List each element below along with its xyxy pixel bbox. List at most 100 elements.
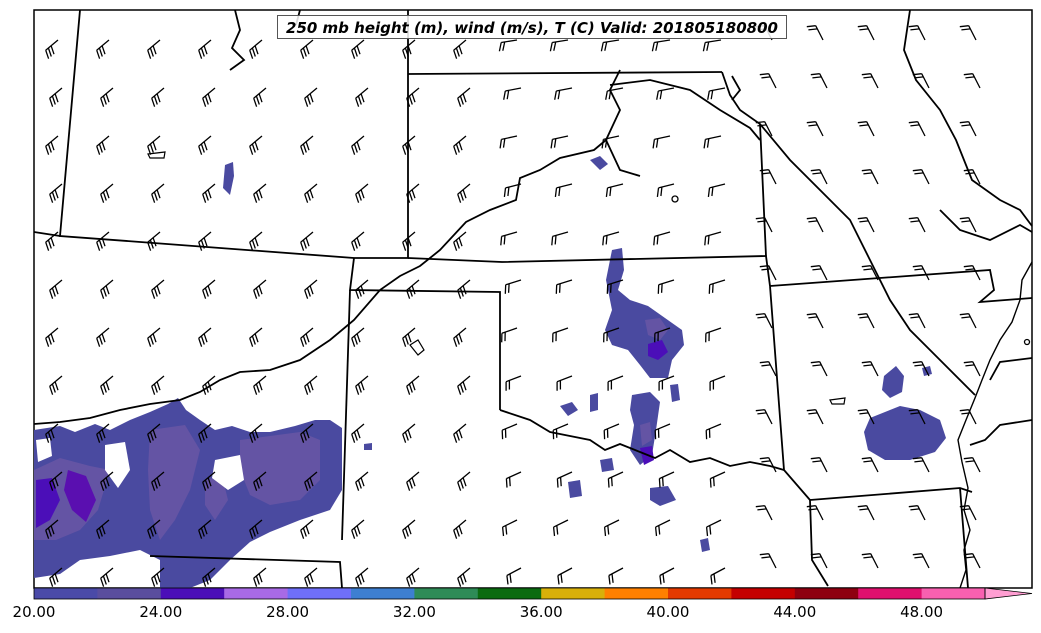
colorbar-segment	[477, 588, 542, 599]
wind-barb	[96, 39, 110, 59]
wind-barb	[607, 375, 624, 391]
wind-barb	[100, 279, 114, 299]
wind-barb	[857, 217, 875, 233]
wind-barb	[963, 265, 981, 281]
wind-barb	[253, 279, 267, 299]
wind-barb	[861, 169, 879, 185]
wind-barb	[249, 519, 263, 539]
wind-barb	[908, 25, 926, 41]
wind-barb	[96, 135, 110, 155]
wind-barb	[151, 567, 165, 587]
wind-barb	[557, 567, 573, 585]
wind-barb	[151, 375, 165, 395]
colorbar-segment	[604, 588, 669, 599]
wind-barb	[759, 265, 777, 281]
wind-barb	[300, 327, 314, 347]
wind-barb	[249, 327, 263, 347]
wind-barb	[253, 375, 267, 395]
wind-barb	[654, 327, 671, 343]
wind-barb	[810, 265, 828, 281]
wind-barb	[806, 121, 824, 137]
wind-barb	[355, 567, 369, 587]
wind-barb	[406, 375, 420, 395]
wind-barb	[453, 231, 467, 251]
wind-barb	[912, 457, 930, 473]
wind-barb	[304, 567, 318, 587]
wind-barb	[202, 87, 216, 107]
wind-barb	[45, 423, 59, 443]
wind-barb	[198, 519, 212, 539]
wind-barb	[603, 423, 620, 440]
wind-barb	[806, 409, 824, 425]
wind-barb	[202, 567, 216, 587]
wind-barb	[963, 361, 981, 377]
wind-barb	[606, 279, 624, 294]
wind-barb	[861, 265, 879, 281]
wind-barb	[202, 183, 216, 203]
wind-barb	[861, 361, 879, 377]
wind-barb	[355, 183, 369, 203]
wind-barb	[503, 183, 522, 197]
wind-barb	[550, 135, 569, 149]
wind-barb	[501, 423, 518, 440]
colorbar-segment	[287, 588, 352, 599]
colorbar-segment	[160, 588, 225, 599]
wind-barb	[861, 73, 879, 89]
wind-barb	[659, 567, 675, 585]
colorbar	[33, 587, 1033, 600]
wind-barb	[654, 519, 671, 537]
colorbar-segment	[541, 588, 606, 599]
wind-barb	[351, 135, 365, 155]
wind-barb	[49, 567, 63, 587]
wind-barb	[603, 327, 620, 343]
wind-barb	[908, 505, 926, 521]
wind-barb	[402, 519, 416, 539]
wind-barb	[45, 231, 59, 251]
wind-barb	[603, 519, 620, 537]
wind-barb	[147, 423, 161, 443]
wind-barb	[45, 519, 59, 539]
map-title: 250 mb height (m), wind (m/s), T (C) Val…	[277, 15, 787, 39]
wind-barb	[652, 135, 671, 149]
wind-barb	[704, 231, 722, 246]
wind-barb	[304, 375, 318, 395]
wind-barb	[608, 567, 624, 585]
wind-barb	[147, 39, 161, 59]
wind-barb	[755, 505, 773, 521]
wind-barb	[857, 409, 875, 425]
wind-barb	[658, 471, 675, 488]
wind-barb	[912, 169, 930, 185]
wind-barb	[147, 135, 161, 155]
wind-barb	[151, 87, 165, 107]
wind-barb	[49, 183, 63, 203]
wind-barb	[198, 135, 212, 155]
wind-barb	[556, 471, 573, 488]
wind-barb	[198, 231, 212, 251]
wind-barb	[501, 519, 518, 537]
wind-barb	[351, 423, 365, 443]
wind-barb	[351, 231, 365, 251]
colorbar-segment	[414, 588, 479, 599]
wind-barb	[857, 121, 875, 137]
wind-barb	[253, 567, 267, 587]
wind-barb	[959, 409, 977, 425]
colorbar-segment	[858, 588, 923, 599]
wind-barb	[705, 519, 722, 537]
colorbar-tick-label: 44.00	[773, 603, 817, 621]
wind-barb	[755, 217, 773, 233]
wind-barb	[505, 375, 522, 391]
wind-barb	[198, 327, 212, 347]
wind-barb	[806, 505, 824, 521]
wind-barb	[202, 279, 216, 299]
wind-barb	[605, 87, 624, 100]
wind-barb	[810, 457, 828, 473]
wind-barb	[755, 409, 773, 425]
colorbar-segment	[97, 588, 162, 599]
wind-barb	[810, 169, 828, 185]
wind-barb	[707, 87, 726, 100]
wind-barb	[147, 231, 161, 251]
wind-barb	[198, 423, 212, 443]
colorbar-outline	[33, 587, 986, 600]
wind-barb	[602, 231, 620, 246]
wind-barb	[500, 231, 518, 246]
